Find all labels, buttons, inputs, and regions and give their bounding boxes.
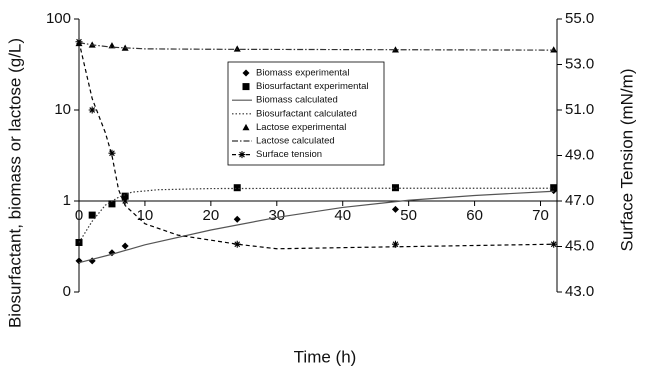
legend-label: Lactose calculated	[256, 136, 335, 147]
y2-tick-label: 47.0	[565, 192, 594, 209]
legend-marker	[242, 69, 250, 77]
y-axis-title: Biosurfactant, biomass or lactose (g/L)	[5, 38, 24, 328]
x-tick-label: 70	[532, 207, 549, 224]
y2-tick-label: 45.0	[565, 237, 594, 254]
legend-marker	[242, 123, 250, 131]
series-line	[78, 42, 554, 51]
y2-tick-label: 51.0	[565, 101, 594, 118]
legend-marker	[238, 151, 246, 159]
legend-label: Surface tension	[256, 149, 322, 160]
y2-tick-label: 55.0	[565, 10, 594, 27]
marker	[121, 242, 129, 250]
x-tick-label: 60	[466, 207, 483, 224]
series-line	[78, 190, 554, 264]
marker	[233, 240, 241, 248]
marker	[121, 197, 129, 205]
marker	[108, 200, 116, 208]
y2-axis-title: Surface Tension (mN/m)	[617, 69, 636, 252]
legend-box	[227, 61, 385, 166]
series-curve	[78, 41, 554, 250]
x-tick-label: 30	[268, 207, 285, 224]
x-tick-label: 50	[400, 207, 417, 224]
marker	[233, 184, 241, 192]
marker	[391, 240, 399, 248]
y2-tick-label: 49.0	[565, 146, 594, 163]
marker	[75, 257, 83, 265]
x-tick-label: 20	[203, 207, 220, 224]
marker	[233, 215, 241, 223]
legend-label: Biosurfactant experimental	[256, 81, 368, 92]
legend-marker	[242, 83, 250, 91]
marker	[88, 106, 96, 114]
y-tick-label: 100	[46, 10, 71, 27]
legend-label: Lactose experimental	[256, 122, 346, 133]
marker	[233, 45, 241, 52]
y2-tick-label: 53.0	[565, 55, 594, 72]
y-tick-label: 1	[63, 192, 71, 209]
marker	[550, 46, 558, 53]
legend-label: Biomass experimental	[256, 68, 349, 79]
x-tick-label: 40	[334, 207, 351, 224]
x-tick-label: 0	[75, 207, 83, 224]
legend-label: Biomass calculated	[256, 95, 338, 106]
y-tick-label: 10	[54, 101, 71, 118]
x-tick-label: 10	[137, 207, 154, 224]
legend-label: Biosurfactant calculated	[256, 108, 357, 119]
marker	[121, 192, 129, 200]
marker	[88, 211, 96, 219]
marker	[550, 240, 558, 248]
marker	[108, 249, 116, 257]
x-axis-title: Time (h)	[294, 347, 357, 366]
marker	[391, 46, 399, 53]
y-tick-label: 0	[63, 283, 71, 300]
series-line	[78, 187, 554, 243]
marker	[75, 38, 83, 46]
marker	[391, 184, 399, 192]
marker	[391, 205, 399, 213]
marker	[108, 149, 116, 157]
y2-tick-label: 43.0	[565, 283, 594, 300]
